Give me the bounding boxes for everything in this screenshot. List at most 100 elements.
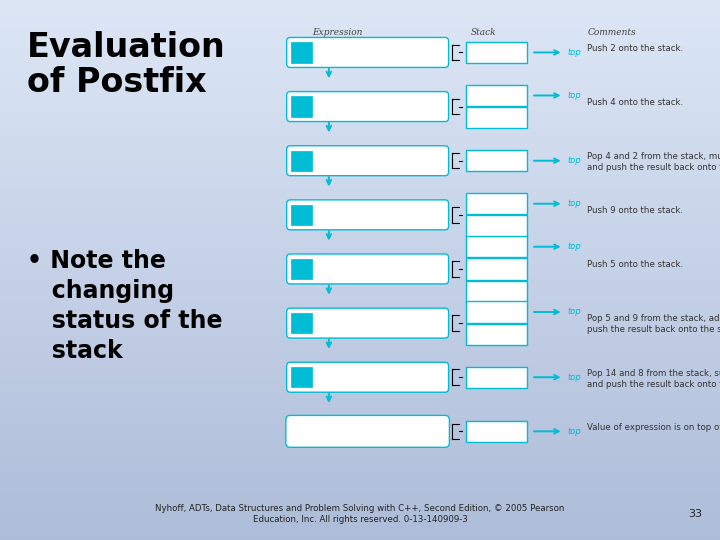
Bar bbox=[0, 454, 720, 456]
Bar bbox=[0, 427, 720, 429]
Bar bbox=[0, 481, 720, 483]
Bar bbox=[0, 302, 720, 305]
Bar bbox=[0, 251, 720, 254]
Bar bbox=[0, 189, 720, 192]
Bar bbox=[0, 510, 720, 513]
Bar bbox=[0, 30, 720, 32]
Bar bbox=[0, 248, 720, 251]
Bar bbox=[0, 429, 720, 432]
Bar bbox=[0, 324, 720, 327]
Text: top: top bbox=[568, 48, 582, 57]
Text: −6: −6 bbox=[510, 372, 522, 382]
Bar bbox=[0, 294, 720, 297]
Bar bbox=[0, 432, 720, 435]
Bar bbox=[0, 11, 720, 14]
Bar bbox=[0, 216, 720, 219]
Bar bbox=[0, 537, 720, 540]
FancyBboxPatch shape bbox=[467, 150, 527, 171]
Bar bbox=[0, 49, 720, 51]
Bar bbox=[0, 305, 720, 308]
Bar bbox=[0, 165, 720, 167]
Bar bbox=[0, 516, 720, 518]
Bar bbox=[0, 332, 720, 335]
Text: Nyhoff, ADTs, Data Structures and Problem Solving with C++, Second Edition, © 20: Nyhoff, ADTs, Data Structures and Proble… bbox=[156, 504, 564, 524]
Bar bbox=[0, 238, 720, 240]
Bar bbox=[0, 348, 720, 351]
Text: top: top bbox=[568, 91, 582, 100]
Bar bbox=[0, 224, 720, 227]
Bar bbox=[0, 343, 720, 346]
Bar bbox=[0, 437, 720, 440]
Bar bbox=[0, 310, 720, 313]
Bar bbox=[0, 518, 720, 521]
Bar bbox=[0, 410, 720, 413]
Bar bbox=[0, 32, 720, 35]
Text: top: top bbox=[568, 427, 582, 436]
Bar bbox=[0, 373, 720, 375]
Bar bbox=[0, 232, 720, 235]
Bar bbox=[0, 424, 720, 427]
Bar bbox=[0, 92, 720, 94]
Bar bbox=[0, 327, 720, 329]
Bar bbox=[0, 389, 720, 392]
Bar bbox=[0, 316, 720, 319]
Bar bbox=[0, 270, 720, 273]
Bar bbox=[0, 219, 720, 221]
Bar bbox=[0, 402, 720, 405]
Bar bbox=[0, 300, 720, 302]
Bar bbox=[0, 70, 720, 73]
Bar bbox=[0, 281, 720, 284]
Bar bbox=[0, 383, 720, 386]
Bar bbox=[0, 89, 720, 92]
Text: 9: 9 bbox=[516, 199, 522, 209]
Text: −: − bbox=[299, 372, 305, 382]
Bar bbox=[0, 375, 720, 378]
Text: * 9 5 + −: * 9 5 + − bbox=[316, 102, 375, 112]
Bar bbox=[0, 483, 720, 486]
Bar bbox=[0, 108, 720, 111]
Bar bbox=[0, 19, 720, 22]
Bar bbox=[0, 3, 720, 5]
Text: 33: 33 bbox=[688, 509, 702, 519]
Bar bbox=[0, 267, 720, 270]
Bar bbox=[0, 159, 720, 162]
Text: 2: 2 bbox=[516, 113, 522, 123]
Bar bbox=[0, 54, 720, 57]
Bar bbox=[0, 392, 720, 394]
Bar bbox=[0, 151, 720, 154]
FancyBboxPatch shape bbox=[467, 215, 527, 237]
Bar bbox=[0, 116, 720, 119]
Bar bbox=[0, 162, 720, 165]
Bar bbox=[0, 289, 720, 292]
Bar bbox=[0, 456, 720, 459]
Bar bbox=[0, 194, 720, 197]
Bar bbox=[0, 256, 720, 259]
FancyBboxPatch shape bbox=[467, 301, 527, 322]
Text: Evaluation
of Postfix: Evaluation of Postfix bbox=[27, 31, 226, 99]
Bar bbox=[0, 448, 720, 451]
Bar bbox=[0, 148, 720, 151]
FancyBboxPatch shape bbox=[292, 205, 312, 225]
Bar bbox=[0, 197, 720, 200]
Bar bbox=[0, 421, 720, 424]
Text: (end of string): (end of string) bbox=[336, 427, 400, 436]
Text: Push 9 onto the stack.: Push 9 onto the stack. bbox=[588, 206, 683, 215]
FancyBboxPatch shape bbox=[287, 37, 449, 68]
Bar bbox=[0, 24, 720, 27]
Text: Pop 4 and 2 from the stack, multiply,
and push the result back onto the stack.: Pop 4 and 2 from the stack, multiply, an… bbox=[588, 152, 720, 172]
Text: 4: 4 bbox=[516, 91, 522, 100]
Bar bbox=[0, 192, 720, 194]
Bar bbox=[0, 46, 720, 49]
Bar bbox=[0, 370, 720, 373]
Text: 8: 8 bbox=[516, 329, 522, 339]
Bar bbox=[0, 181, 720, 184]
Bar bbox=[0, 508, 720, 510]
Bar bbox=[0, 100, 720, 103]
Text: 9: 9 bbox=[516, 264, 522, 274]
Text: −: − bbox=[316, 318, 323, 328]
Bar bbox=[0, 262, 720, 265]
Bar bbox=[0, 132, 720, 135]
FancyBboxPatch shape bbox=[467, 193, 527, 214]
Bar bbox=[0, 475, 720, 478]
Bar bbox=[0, 202, 720, 205]
